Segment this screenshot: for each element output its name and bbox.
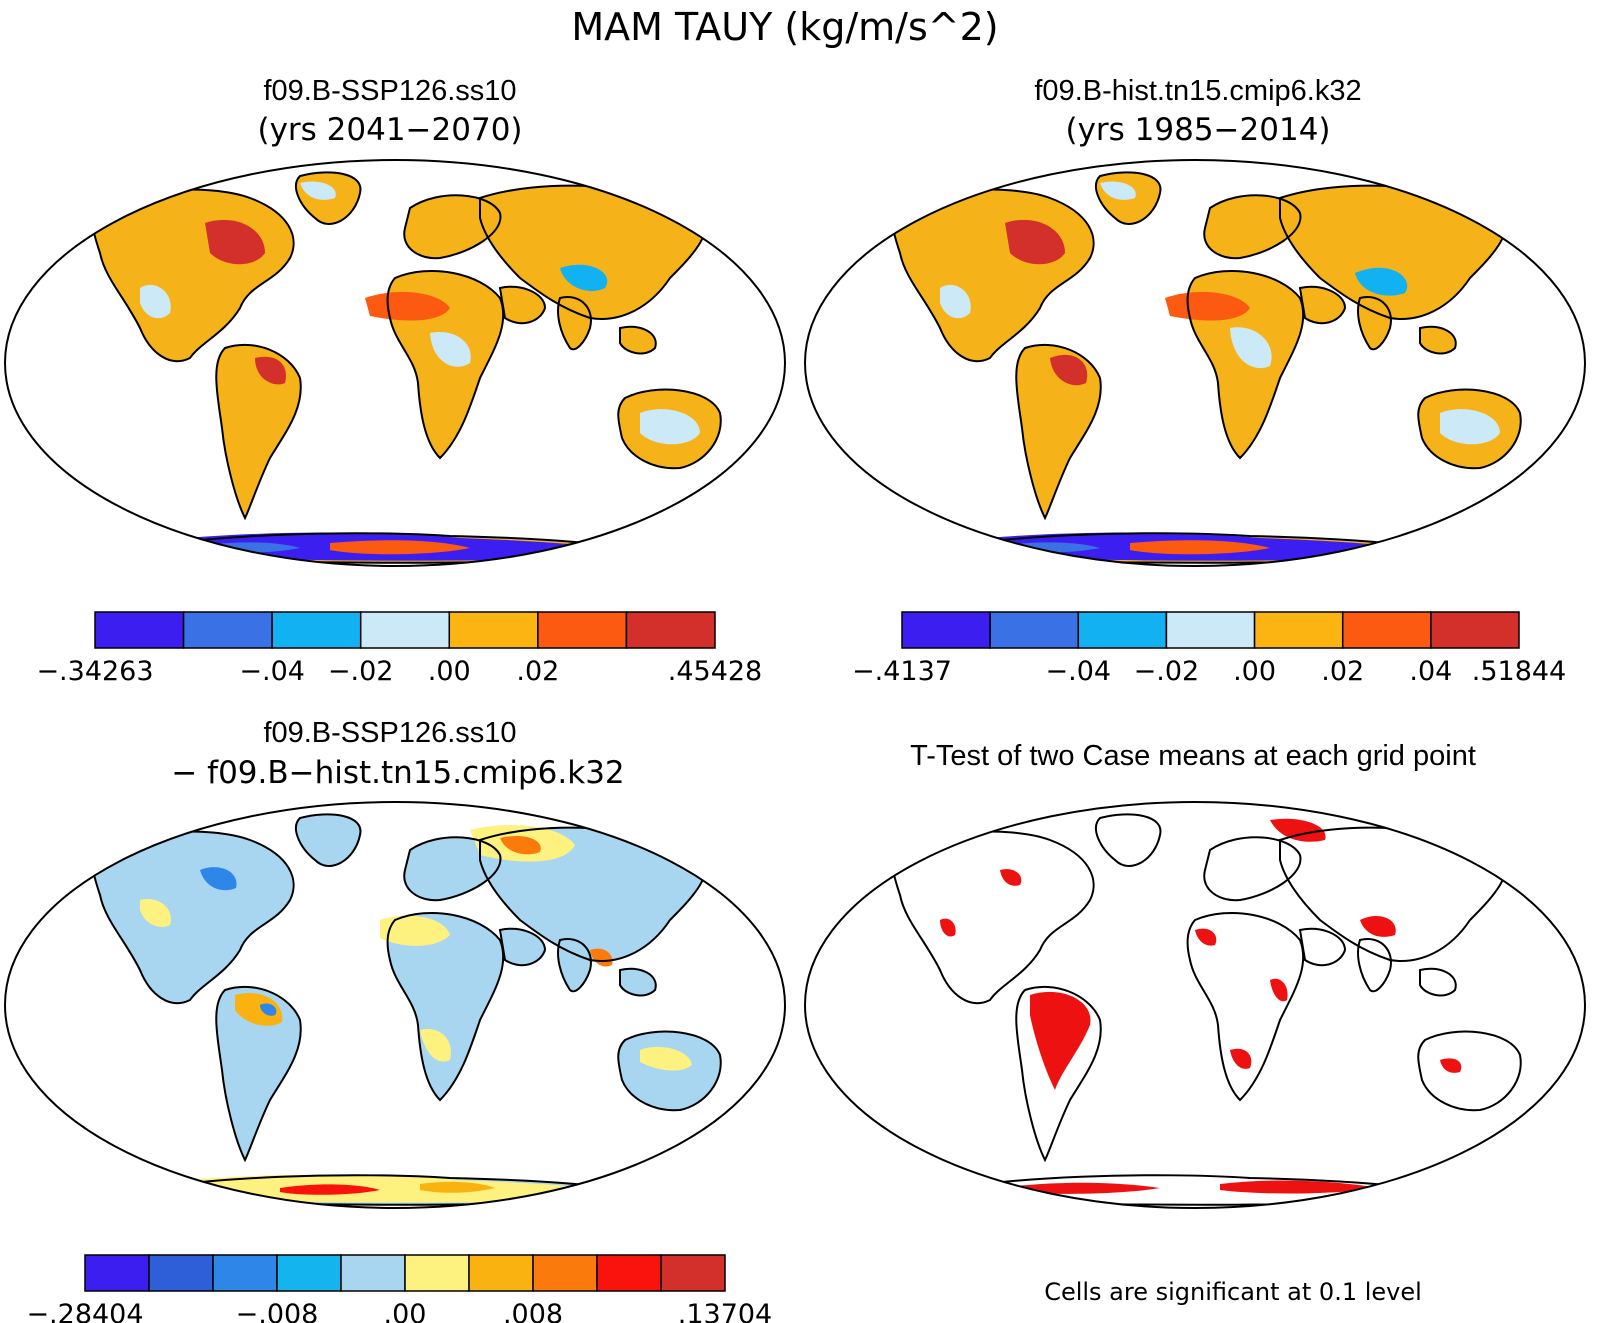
colorbar-tick-label: .00 xyxy=(384,1299,427,1323)
colorbar-swatch xyxy=(625,611,716,649)
colorbar-swatch xyxy=(340,1254,406,1292)
colorbar-tick-label: .45428 xyxy=(668,656,762,687)
panel-1: f09.B-SSP126.ss10 (yrs 2041−2070) xyxy=(4,75,786,687)
colorbar-swatch xyxy=(212,1254,278,1292)
colorbar-swatch xyxy=(537,611,628,649)
panel-4-title: T-Test of two Case means at each grid po… xyxy=(910,740,1476,772)
colorbar-tick-label: .00 xyxy=(1233,656,1276,687)
colorbar-swatch xyxy=(1341,611,1432,649)
colorbar-tick-label: −.02 xyxy=(328,656,394,687)
panel-2: f09.B-hist.tn15.cmip6.k32 (yrs 1985−2014… xyxy=(804,75,1586,687)
panel-2-subtitle: (yrs 1985−2014) xyxy=(1065,112,1330,148)
colorbar-swatch xyxy=(448,611,539,649)
colorbar-tick-label: .51844 xyxy=(1472,656,1566,687)
colorbar-swatch xyxy=(84,1254,150,1292)
panel-1-subtitle: (yrs 2041−2070) xyxy=(257,112,522,148)
colorbar-tick-label: .13704 xyxy=(678,1299,772,1323)
colorbar-tick-label: .02 xyxy=(1321,656,1364,687)
colorbar-swatch xyxy=(1165,611,1256,649)
colorbar-tick-label: −.04 xyxy=(1046,656,1112,687)
colorbar-swatch xyxy=(359,611,451,649)
panel-1-title: f09.B-SSP126.ss10 xyxy=(263,75,516,107)
colorbar-tick-label: .02 xyxy=(516,656,559,687)
panel-4: T-Test of two Case means at each grid po… xyxy=(804,740,1586,1306)
panel-3-map-border xyxy=(4,801,786,1209)
panel-4-map-border xyxy=(804,801,1586,1209)
colorbar-swatch xyxy=(94,611,185,649)
panel-2-title: f09.B-hist.tn15.cmip6.k32 xyxy=(1034,75,1361,107)
colorbar-swatch xyxy=(468,1254,534,1292)
colorbar-tick-label: −.4137 xyxy=(852,656,952,687)
colorbar-tick-label: −.008 xyxy=(236,1299,319,1323)
panel-2-colorbar: −.4137 −.04 −.02 .00 .02 .04 .51844 xyxy=(852,611,1566,687)
colorbar-swatch xyxy=(989,611,1080,649)
colorbar-swatch xyxy=(271,611,362,649)
panel-4-note: Cells are significant at 0.1 level xyxy=(1044,1278,1422,1306)
colorbar-tick-label: .00 xyxy=(428,656,471,687)
colorbar-swatch xyxy=(660,1254,726,1292)
colorbar-tick-label: −.04 xyxy=(239,656,305,687)
colorbar-swatch xyxy=(901,611,991,649)
colorbar-swatch xyxy=(148,1254,214,1292)
colorbar-swatch xyxy=(532,1254,598,1292)
panel-4-map xyxy=(804,801,1586,1209)
panel-1-colorbar: −.34263 −.04 −.02 .00 .02 .45428 xyxy=(36,611,762,687)
panel-2-map-border xyxy=(804,159,1586,567)
panel-3-colorbar: −.28404 −.008 .00 .008 .13704 xyxy=(26,1254,772,1323)
panel-4-significant-cells xyxy=(940,818,1462,1194)
colorbar-swatch xyxy=(276,1254,342,1292)
colorbar-tick-label: −.28404 xyxy=(26,1299,143,1323)
panel-3-subtitle: − f09.B−hist.tn15.cmip6.k32 xyxy=(171,755,624,791)
figure-title: MAM TAUY (kg/m/s^2) xyxy=(571,5,998,49)
colorbar-swatch xyxy=(1253,611,1344,649)
panel-1-map xyxy=(4,159,786,567)
panel-3-title: f09.B-SSP126.ss10 xyxy=(263,717,516,749)
colorbar-tick-label: −.34263 xyxy=(36,656,153,687)
colorbar-tick-label: .008 xyxy=(503,1299,563,1323)
colorbar-swatch xyxy=(182,611,273,649)
colorbar-swatch xyxy=(1077,611,1168,649)
panel-1-map-border xyxy=(4,159,786,567)
colorbar-swatch xyxy=(596,1254,662,1292)
panel-2-land xyxy=(892,172,1521,563)
panel-2-map xyxy=(804,159,1586,567)
colorbar-tick-label: .04 xyxy=(1409,656,1452,687)
panel-3-map xyxy=(4,801,786,1209)
colorbar-swatch xyxy=(404,1254,470,1292)
colorbar-swatch xyxy=(1430,611,1520,649)
colorbar-tick-label: −.02 xyxy=(1134,656,1200,687)
panel-3: f09.B-SSP126.ss10 − f09.B−hist.tn15.cmip… xyxy=(4,717,786,1323)
